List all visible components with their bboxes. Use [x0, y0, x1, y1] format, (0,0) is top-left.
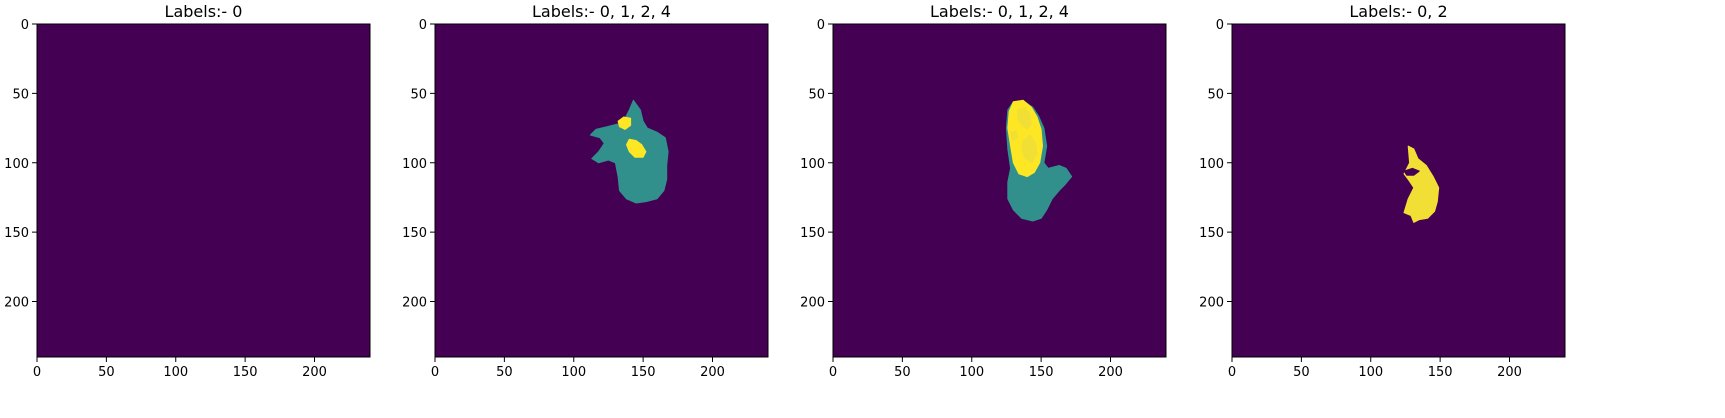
x-tick-label: 150: [1428, 365, 1453, 380]
panel-title: Labels:- 0, 2: [1349, 2, 1447, 21]
y-tick-label: 0: [21, 18, 29, 33]
y-tick-label: 50: [1207, 87, 1224, 102]
x-tick-label: 0: [33, 365, 41, 380]
y-tick-label: 150: [1199, 226, 1224, 241]
heatmap-panel-1: Labels:- 0 0 50 100 150 200 0 50 100 150 200: [4, 2, 371, 380]
y-tick-label: 50: [12, 87, 29, 102]
x-tick-label: 0: [431, 365, 439, 380]
y-tick-label: 50: [808, 87, 825, 102]
x-tick-label: 200: [302, 365, 327, 380]
background-region: [1232, 24, 1565, 357]
heatmap-panel-2: Labels:- 0, 1, 2, 4 0 50 100 150 200 0 50 100 150…: [402, 2, 769, 380]
x-tick-label: 0: [829, 365, 837, 380]
label-2-region: [1021, 134, 1038, 164]
background-region: [37, 24, 370, 357]
x-tick-label: 50: [1293, 365, 1310, 380]
background-region: [833, 24, 1166, 357]
y-tick-label: 100: [402, 157, 427, 172]
y-tick-label: 150: [800, 226, 825, 241]
background-region: [435, 24, 768, 357]
axes-frame: [832, 23, 1167, 358]
label-2-region: [1017, 106, 1032, 130]
y-tick-label: 200: [800, 296, 825, 311]
x-tick-label: 50: [894, 365, 911, 380]
y-tick-label: 0: [817, 18, 825, 33]
axes-frame: [434, 23, 769, 358]
y-tick-label: 200: [402, 296, 427, 311]
x-tick-label: 50: [496, 365, 513, 380]
y-tick-label: 200: [1199, 296, 1224, 311]
x-tick-label: 200: [1098, 365, 1123, 380]
y-tick-label: 150: [4, 226, 29, 241]
y-tick-label: 50: [410, 87, 427, 102]
x-tick-label: 0: [1228, 365, 1236, 380]
label-0-region: [1403, 167, 1420, 176]
y-tick-label: 100: [800, 157, 825, 172]
axes-frame: [1231, 23, 1566, 358]
x-tick-label: 150: [1029, 365, 1054, 380]
label-4-region: [617, 116, 632, 130]
y-tick-label: 150: [402, 226, 427, 241]
x-tick-label: 150: [233, 365, 258, 380]
x-tick-label: 100: [1358, 365, 1383, 380]
label-4-region: [626, 138, 647, 158]
x-tick-label: 150: [631, 365, 656, 380]
panel-title: Labels:- 0, 1, 2, 4: [930, 2, 1069, 21]
axes-frame: [36, 23, 371, 358]
x-tick-label: 50: [98, 365, 115, 380]
x-tick-label: 100: [959, 365, 984, 380]
y-tick-label: 100: [1199, 157, 1224, 172]
y-tick-label: 0: [419, 18, 427, 33]
heatmap-panel-4: Labels:- 0, 2 0 50 100 150 200 0 50 100 150 200: [1199, 2, 1566, 380]
label-2-region: [1010, 130, 1018, 142]
label-2-region: [1403, 145, 1440, 223]
heatmap-panel-3: Labels:- 0, 1, 2, 4 0 50 100 150 200 0 50 100 150…: [800, 2, 1167, 380]
y-tick-label: 200: [4, 296, 29, 311]
x-tick-label: 200: [700, 365, 725, 380]
x-tick-label: 100: [163, 365, 188, 380]
panel-title: Labels:- 0: [165, 2, 243, 21]
panel-title: Labels:- 0, 1, 2, 4: [532, 2, 671, 21]
y-tick-label: 100: [4, 157, 29, 172]
x-tick-label: 200: [1497, 365, 1522, 380]
y-tick-label: 0: [1216, 18, 1224, 33]
x-tick-label: 100: [561, 365, 586, 380]
